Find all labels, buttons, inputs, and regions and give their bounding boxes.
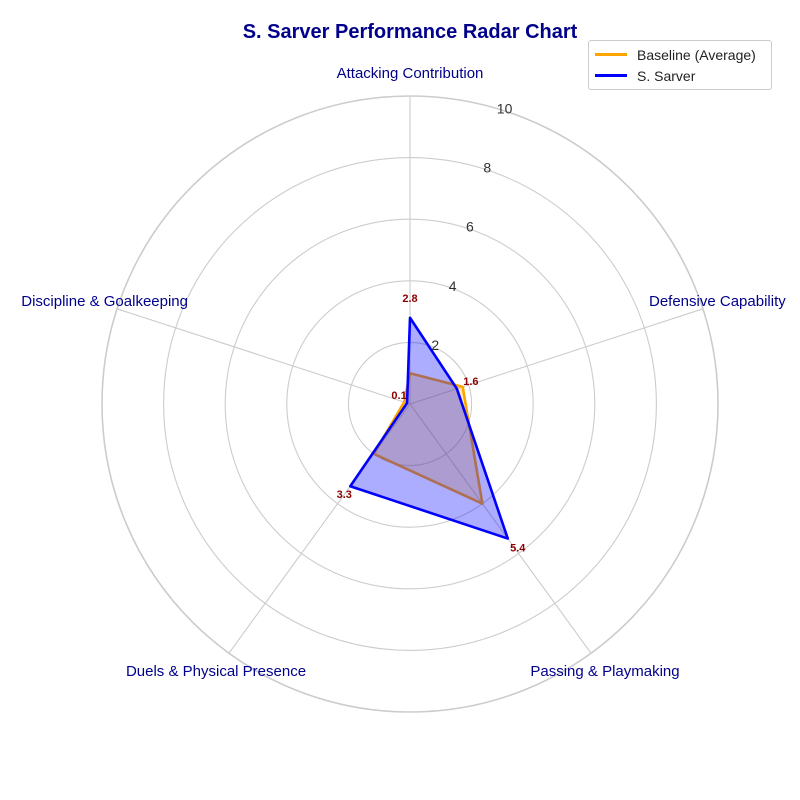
series-area [350,317,508,539]
data-label: 1.6 [463,376,478,388]
axis-label: Discipline & Goalkeeping [21,293,188,310]
series-line [348,316,510,540]
legend-item-baseline: Baseline (Average) [595,44,765,65]
axis-label: Duels & Physical Presence [126,663,306,680]
axis-spoke [116,308,411,405]
radial-tick-label: 8 [483,160,491,176]
radial-tick-label: 6 [466,219,474,235]
legend: Baseline (Average) S. Sarver [588,40,772,90]
chart-title: S. Sarver Performance Radar Chart [243,21,578,43]
legend-item-player: S. Sarver [595,65,765,86]
legend-label-baseline: Baseline (Average) [637,46,756,63]
radial-tick-label: 4 [449,278,457,294]
legend-swatch-player [595,74,627,77]
axis-label: Passing & Playmaking [530,663,679,680]
data-label: 0.1 [391,390,406,402]
axis-spoke [409,403,592,654]
data-label: 2.8 [402,293,417,305]
data-label: 3.3 [337,489,352,501]
axis-label: Attacking Contribution [337,65,484,82]
legend-swatch-baseline [595,53,627,56]
axis-spoke [409,308,704,405]
radial-tick-label: 2 [431,337,439,353]
label-layer: 2 4 6 8 10 Attacking Contribution Defensive Ca… [21,65,786,680]
legend-label-player: S. Sarver [637,67,696,84]
series-area [373,373,483,504]
series-layer [348,316,510,540]
axis-label: Defensive Capability [649,293,786,310]
radial-tick-label: 10 [497,100,513,116]
data-label: 5.4 [510,543,526,555]
